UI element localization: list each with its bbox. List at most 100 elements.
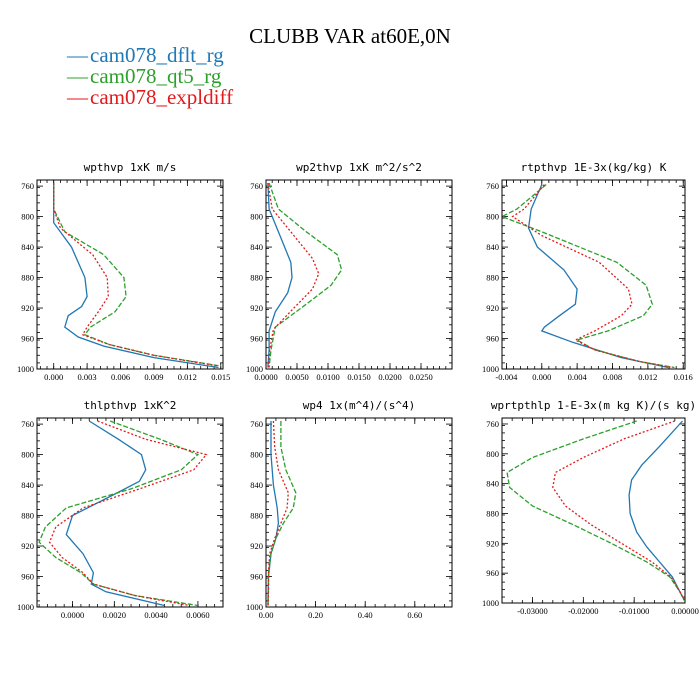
- y-tick-label: 840: [21, 242, 34, 252]
- y-tick-label: 840: [250, 480, 263, 490]
- x-tick-label: 0.012: [178, 372, 197, 382]
- x-tick-label: 0.20: [308, 610, 323, 620]
- y-tick-label: 960: [21, 334, 34, 344]
- y-tick-label: 760: [486, 419, 499, 429]
- series-line: [552, 420, 685, 602]
- y-tick-label: 760: [250, 181, 263, 191]
- x-tick-label: 0.0200: [378, 372, 401, 382]
- x-tick-label: 0.0050: [285, 372, 308, 382]
- plot-frame: [36, 417, 224, 608]
- chart-panel: wp2thvp 1xK m^2/s^2 760 800 840 880 920 960 100…: [246, 161, 453, 382]
- y-tick-label: 760: [21, 181, 34, 191]
- plot-frame: [501, 417, 686, 604]
- y-tick-label: 960: [250, 572, 263, 582]
- y-tick-label: 760: [250, 419, 263, 429]
- y-tick-label: 920: [250, 303, 263, 313]
- y-tick-label: 1000: [482, 364, 499, 374]
- series-line: [53, 183, 219, 369]
- x-tick-label: 0.006: [111, 372, 130, 382]
- x-tick-label: 0.003: [78, 372, 97, 382]
- y-tick-label: 880: [250, 511, 263, 521]
- series-line: [38, 420, 200, 607]
- y-tick-label: 800: [486, 212, 499, 222]
- x-tick-label: 0.012: [638, 372, 657, 382]
- plot-frame: [265, 417, 453, 608]
- x-tick-label: 0.0250: [409, 372, 432, 382]
- plot-frame: [36, 179, 224, 370]
- y-tick-label: 840: [250, 242, 263, 252]
- y-tick-label: 880: [21, 511, 34, 521]
- y-tick-label: 840: [486, 479, 499, 489]
- x-tick-label: 0.008: [603, 372, 622, 382]
- y-tick-label: 1000: [246, 364, 263, 374]
- y-tick-label: 960: [21, 572, 34, 582]
- y-tick-label: 800: [250, 212, 263, 222]
- x-tick-label: -0.02000: [568, 606, 598, 616]
- y-tick-label: 1000: [17, 602, 34, 612]
- figure-title: CLUBB VAR at60E,0N: [249, 24, 451, 48]
- x-tick-label: 0.00000: [671, 606, 699, 616]
- legend-label-dflt: cam078_dflt_rg: [90, 43, 224, 67]
- panel-title: wprtpthlp 1-E-3x(m kg K)/(s kg): [491, 399, 696, 412]
- chart-panel: wprtpthlp 1-E-3x(m kg K)/(s kg) 760 800 840…: [482, 399, 699, 616]
- legend: — cam078_dflt_rg — cam078_qt5_rg — cam07…: [66, 43, 233, 109]
- legend-dash-qt5: —: [66, 64, 89, 88]
- x-tick-label: 0.0100: [316, 372, 339, 382]
- y-tick-label: 920: [250, 541, 263, 551]
- series-line: [267, 182, 320, 368]
- y-tick-label: 840: [486, 242, 499, 252]
- x-tick-label: -0.01000: [619, 606, 649, 616]
- panel-title: wpthvp 1xK m/s: [84, 161, 177, 174]
- y-tick-label: 960: [486, 568, 499, 578]
- y-tick-label: 800: [21, 212, 34, 222]
- y-tick-label: 880: [21, 273, 34, 283]
- y-tick-label: 800: [250, 450, 263, 460]
- x-tick-label: 0.60: [407, 610, 422, 620]
- series-line: [65, 420, 165, 607]
- chart-panel: wp4 1x(m^4)/(s^4)76080084088092096010000…: [246, 399, 453, 620]
- x-tick-label: 0.0000: [254, 372, 277, 382]
- y-tick-label: 960: [250, 334, 263, 344]
- legend-item: — cam078_dflt_rg: [66, 43, 224, 67]
- series-line: [53, 183, 221, 367]
- x-tick-label: -0.03000: [517, 606, 547, 616]
- x-tick-label: 0.00: [259, 610, 274, 620]
- y-tick-label: 800: [21, 450, 34, 460]
- legend-dash-expldiff: —: [66, 85, 89, 109]
- series-line: [502, 184, 675, 369]
- x-tick-label: 0.015: [211, 372, 230, 382]
- series-line: [267, 420, 289, 606]
- legend-dash-dflt: —: [66, 43, 89, 67]
- series-line: [48, 420, 208, 607]
- plot-frame: [265, 179, 453, 370]
- y-tick-label: 1000: [246, 602, 263, 612]
- panels: wpthvp 1xK m/s76080084088092096010000.00…: [17, 161, 699, 620]
- y-tick-label: 760: [21, 419, 34, 429]
- series-line: [268, 182, 343, 368]
- series-line: [267, 421, 297, 606]
- x-tick-label: 0.0020: [103, 610, 126, 620]
- y-tick-label: 880: [486, 273, 499, 283]
- x-tick-label: 0.000: [532, 372, 551, 382]
- panel-title: rtpthvp 1E-3x(kg/kg) K: [521, 161, 667, 174]
- y-tick-label: 920: [21, 541, 34, 551]
- x-tick-label: 0.004: [568, 372, 588, 382]
- legend-label-expldiff: cam078_expldiff: [90, 85, 233, 109]
- series-line: [511, 184, 673, 369]
- chart-panel: thlpthvp 1xK^2 760 800 840 880 920 960 1000 0.00…: [17, 399, 224, 620]
- panel-title: wp4 1x(m^4)/(s^4): [303, 399, 416, 412]
- legend-item: — cam078_expldiff: [66, 85, 233, 109]
- panel-title: wp2thvp 1xK m^2/s^2: [296, 161, 422, 174]
- x-tick-label: 0.000: [44, 372, 63, 382]
- y-tick-label: 840: [21, 480, 34, 490]
- y-tick-label: 960: [486, 334, 499, 344]
- series-line: [506, 420, 685, 602]
- series-line: [53, 183, 219, 367]
- plot-frame: [501, 179, 686, 370]
- series-line: [267, 182, 293, 368]
- x-tick-label: 0.0000: [61, 610, 84, 620]
- y-tick-label: 920: [486, 303, 499, 313]
- legend-item: — cam078_qt5_rg: [66, 64, 222, 88]
- chart-panel: rtpthvp 1E-3x(kg/kg) K 760 800 840 880 920 960…: [482, 161, 693, 382]
